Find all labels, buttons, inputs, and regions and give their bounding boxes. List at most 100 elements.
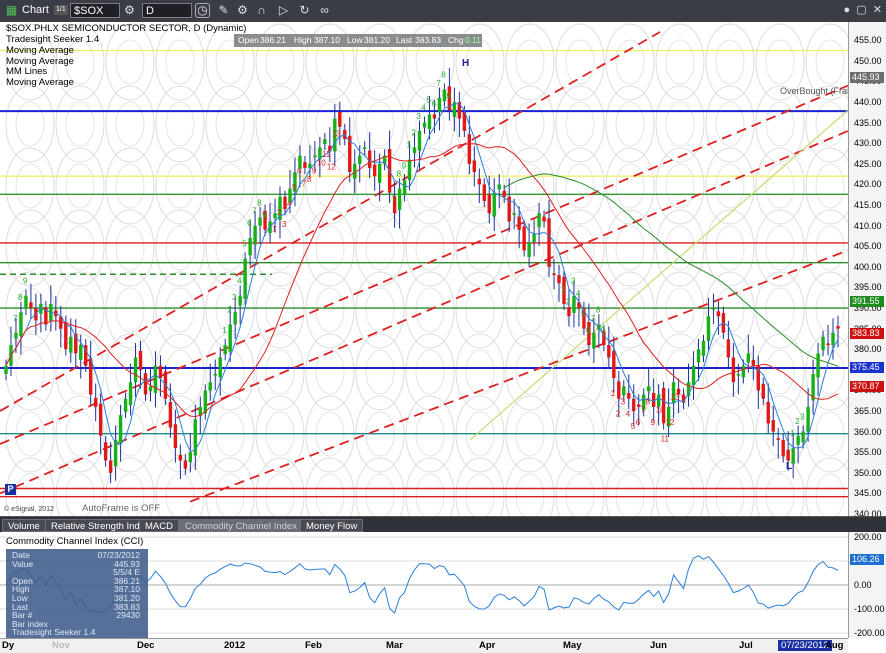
ellipse-mark [105,147,155,225]
ellipse-mark [655,457,705,516]
ellipse-mark [815,163,845,209]
ellipse-mark [305,209,355,287]
ellipse-mark [765,473,795,516]
tab-rsi[interactable]: Relative Strength Index [45,519,156,532]
tab-volume[interactable]: Volume [2,519,46,532]
ellipse-mark [65,287,95,333]
candle-body [313,155,317,158]
candle-body [831,332,835,346]
ellipse-mark [165,101,195,147]
candle-body [442,89,447,102]
ellipse-mark [755,271,805,349]
candle-body [353,163,357,179]
ellipse-mark [505,23,555,101]
ellipse-mark [805,333,848,411]
time-cursor-date: 07/23/2012 [778,640,832,651]
ellipse-mark [705,457,755,516]
tab-cci[interactable]: Commodity Channel Index (CCI) [179,519,329,532]
ellipse-mark [215,473,245,516]
seeker-label-green: 8 [441,71,446,80]
candle-body [372,164,377,177]
ellipse-mark [655,271,705,349]
seeker-label-green: 8 [257,198,262,207]
ohlc-low: 381.20 [364,35,390,45]
ohlc-chg-label: Chg [448,35,464,45]
ellipse-mark [365,349,395,395]
candle-body [497,184,501,190]
ellipse-mark [555,271,605,349]
tab-money-flow[interactable]: Money Flow [300,519,364,532]
interval-input[interactable]: D [142,3,192,18]
ellipse-mark [305,333,355,411]
candle-body [706,316,711,341]
price-tick: 355.00 [854,447,882,458]
ellipse-mark [565,101,595,147]
ellipse-mark [15,473,45,516]
time-axis[interactable] [0,638,848,653]
candle-body [338,111,342,127]
candle-body [233,312,237,325]
tab-macd[interactable]: MACD [139,519,179,532]
candle-body [826,343,830,346]
ellipse-mark [505,457,555,516]
candle-body [288,188,292,203]
play-icon[interactable]: ▷ [278,3,289,17]
window-controls[interactable]: ● ▢ ✕ [843,4,882,16]
ellipse-mark [455,85,505,163]
candle-body [716,311,721,317]
symbol-input[interactable]: $SOX [70,3,120,18]
candle-body [402,180,407,196]
candle-body [801,431,805,443]
candle-body [592,332,596,349]
trend-line [0,130,848,495]
candle-body [487,194,491,214]
ellipse-mark [355,333,405,411]
seeker-label-green: 3 [800,413,805,422]
seeker-label-red: 5 [292,183,297,192]
data-window-row: Open 386.21 [12,576,144,586]
link-badge[interactable]: 1/1 [54,5,68,15]
data-window[interactable]: Date 07/23/2012 Value 445.93 5/5/4 E Open 386.… [6,549,148,638]
ellipse-mark [715,39,745,85]
ellipse-mark [305,85,355,163]
draw-pencil-icon[interactable]: ✎ [218,3,229,17]
candle-body [452,102,457,117]
price-tick: 390.00 [854,303,882,314]
candle-body [218,357,222,378]
ellipse-mark [705,147,755,225]
magnet-icon[interactable]: ∩ [257,3,266,17]
candle-body [776,438,780,440]
clock-icon[interactable]: ◷ [195,3,210,18]
candle-body [607,345,611,358]
candle-body [696,349,701,363]
data-window-value: 381.20 [114,593,140,603]
ellipse-mark [5,457,55,516]
ellipse-mark [355,209,405,287]
settings-icon[interactable]: ⚙ [237,3,248,17]
candle-body [138,350,143,370]
ellipse-mark [265,287,295,333]
study-label-seeker: Tradesight Seeker 1.4 [6,34,100,45]
candle-body [148,386,153,392]
price-badge: 445.93 [850,72,884,84]
symbol-settings-icon[interactable]: ⚙ [124,3,135,17]
ellipse-mark [715,225,745,271]
price-axis[interactable] [848,22,886,516]
seeker-label-red: 10 [317,158,326,167]
candle-body [293,172,297,192]
candle-body [108,460,113,473]
period-marker[interactable]: P [5,484,16,495]
data-window-label: Low [12,593,28,603]
ellipse-mark [655,23,705,101]
ellipse-mark [815,101,845,147]
candle-body [671,382,676,404]
refresh-icon[interactable]: ↻ [299,3,310,17]
ellipse-mark [805,23,848,101]
ellipse-mark [805,457,848,516]
data-window-value: 383.83 [114,601,140,612]
candle-body [283,196,287,210]
link-icon[interactable]: ∞ [320,3,329,17]
seeker-label-green: 6 [586,326,591,335]
candle-body [711,308,716,310]
candle-body [741,365,746,378]
